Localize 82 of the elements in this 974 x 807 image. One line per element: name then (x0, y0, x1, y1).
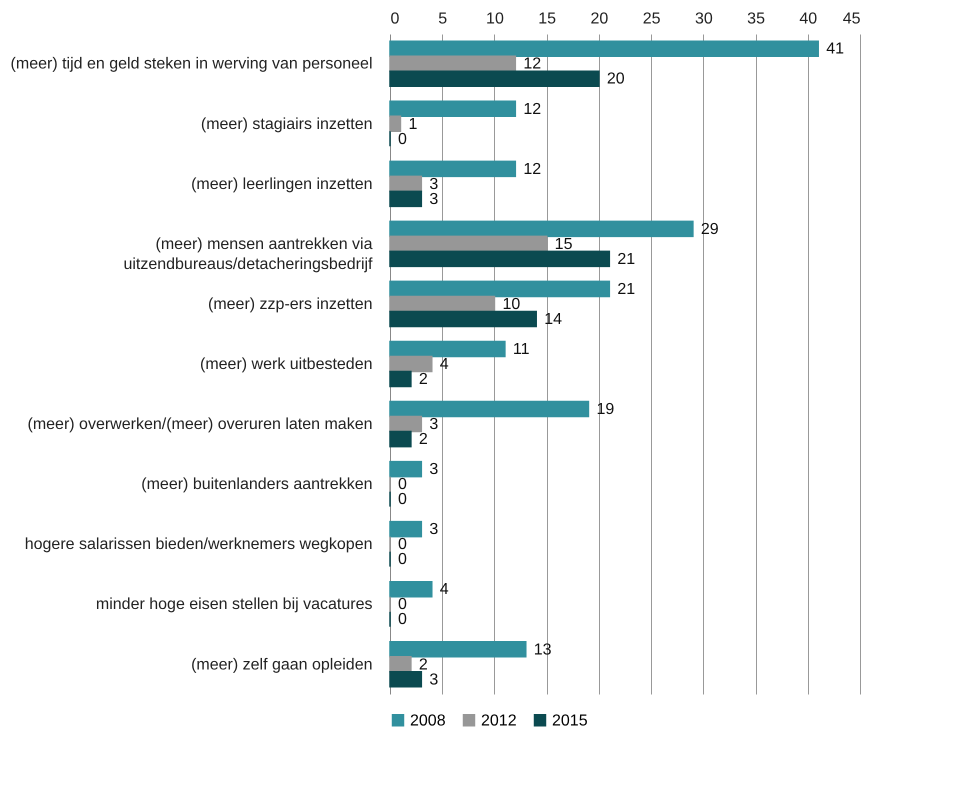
y-tick-label: (meer) overwerken/(meer) overuren laten maken (27, 416, 372, 434)
bar (389, 430, 412, 448)
x-tick-label: 10 (486, 10, 504, 28)
bar (389, 280, 610, 298)
data-label: 3 (429, 671, 438, 688)
y-tick-label: (meer) zelf gaan opleiden (191, 656, 372, 674)
bar (389, 370, 412, 388)
bar (389, 400, 590, 418)
data-label: 4 (440, 581, 449, 598)
bar (389, 310, 537, 328)
data-label: 3 (429, 190, 438, 208)
data-label: 21 (617, 250, 636, 268)
data-label: 3 (429, 461, 438, 478)
bar (389, 520, 422, 538)
data-label: 13 (534, 641, 552, 658)
bar (389, 671, 422, 688)
data-label: 0 (398, 596, 407, 614)
bar (389, 356, 433, 372)
y-tick-label: (meer) leerlingen inzetten (191, 176, 372, 193)
x-tick-label: 20 (590, 10, 608, 28)
bar (389, 176, 422, 192)
data-label: 20 (606, 70, 625, 88)
bar (389, 340, 506, 358)
bar (389, 55, 516, 72)
bar (389, 220, 694, 238)
data-label: 3 (429, 416, 438, 434)
data-label: 0 (398, 536, 407, 554)
bar (389, 416, 422, 432)
x-tick-label: 30 (694, 10, 713, 28)
bar (389, 116, 402, 132)
data-label: 1 (408, 116, 418, 133)
data-label: 0 (398, 611, 407, 628)
bar (389, 656, 412, 673)
y-tick-label: (meer) werk uitbesteden (200, 356, 372, 373)
data-label: 0 (398, 476, 407, 494)
bar (389, 580, 433, 598)
data-label: 4 (440, 356, 449, 373)
y-tick-label: (meer) buitenlanders aantrekken (141, 476, 372, 494)
x-tick-label: 0 (390, 10, 400, 28)
data-label: 21 (617, 280, 636, 298)
data-label: 3 (429, 521, 438, 538)
y-tick-label: minder hoge eisen stellen bij vacatures (96, 596, 372, 614)
data-label: 41 (826, 40, 844, 58)
x-tick-label: 40 (799, 10, 818, 28)
data-label: 15 (554, 236, 573, 253)
data-label: 3 (429, 176, 438, 193)
data-label: 0 (398, 130, 407, 148)
y-tick-label: (meer) stagiairs inzetten (200, 116, 372, 133)
y-tick-label: (meer) zzp-ers inzetten (208, 296, 372, 313)
y-tick-label: hogere salarissen bieden/werknemers wegkopen (24, 536, 372, 554)
bar (389, 250, 610, 268)
bar (389, 70, 600, 87)
legend-label: 2015 (552, 712, 588, 730)
data-label: 12 (523, 56, 542, 73)
data-label: 2 (418, 431, 428, 448)
x-tick-label: 5 (438, 10, 448, 28)
bar (389, 296, 496, 312)
data-label: 12 (523, 100, 542, 118)
bar (389, 100, 516, 118)
bar (389, 190, 422, 208)
legend-label: 2012 (481, 712, 517, 730)
data-label: 10 (502, 296, 520, 313)
data-label: 14 (544, 310, 562, 328)
data-label: 0 (398, 551, 407, 568)
x-tick-label: 35 (747, 10, 766, 28)
bar (389, 160, 516, 178)
legend-label: 2008 (410, 712, 446, 730)
data-label: 29 (700, 220, 719, 238)
data-label: 19 (596, 401, 614, 418)
x-tick-label: 45 (842, 10, 861, 28)
data-label: 2 (418, 371, 428, 388)
bar (389, 40, 819, 57)
bar (389, 460, 422, 478)
x-tick-label: 25 (642, 10, 661, 28)
data-label: 11 (512, 340, 530, 358)
bar (389, 641, 527, 658)
data-label: 12 (523, 160, 542, 178)
y-tick-label: (meer) mensen aantrekken via uitzendbureaus/detacheringsbedrijf (123, 236, 374, 273)
data-label: 2 (418, 656, 428, 674)
y-tick-label: (meer) tijd en geld steken in werving van personeel (10, 56, 372, 73)
x-tick-label: 15 (538, 10, 556, 28)
data-label: 0 (398, 491, 407, 508)
